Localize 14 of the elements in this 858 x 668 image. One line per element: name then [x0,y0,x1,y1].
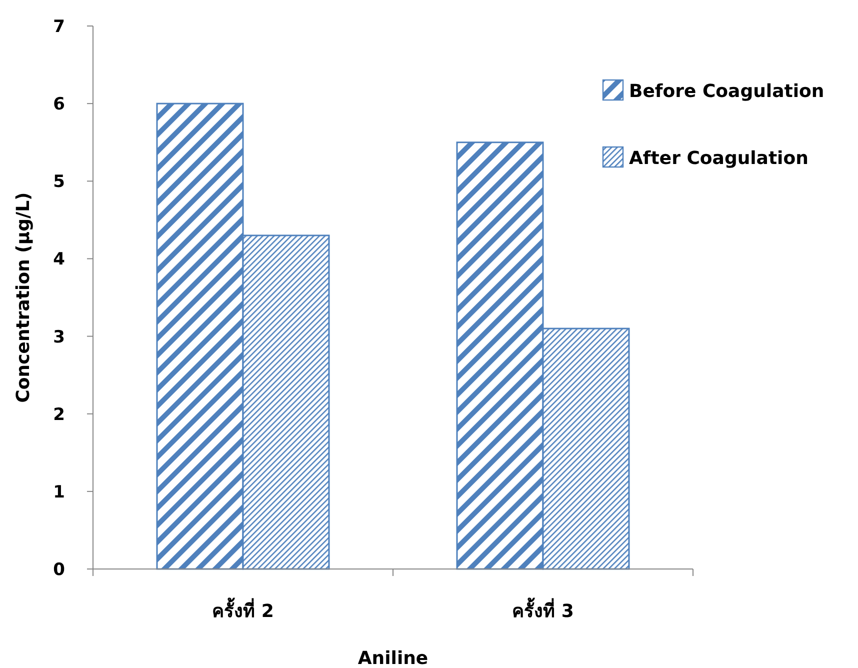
y-axis-title: Concentration (µg/L) [13,192,34,403]
y-tick-label: 6 [53,94,65,115]
x-axis-title: Aniline [358,648,428,668]
y-tick-label: 5 [53,172,65,192]
x-tick-label: ครั้งที่ 2 [212,597,274,622]
y-tick-label: 3 [53,327,65,348]
x-tick-label: ครั้งที่ 3 [512,597,574,622]
legend-label: After Coagulation [629,148,808,169]
legend-label: Before Coagulation [629,81,824,102]
y-tick-label: 0 [53,560,66,580]
y-tick-label: 7 [53,17,65,37]
y-tick-label: 1 [53,482,65,502]
y-tick-label: 4 [53,250,66,270]
y-tick-label: 2 [53,404,65,425]
